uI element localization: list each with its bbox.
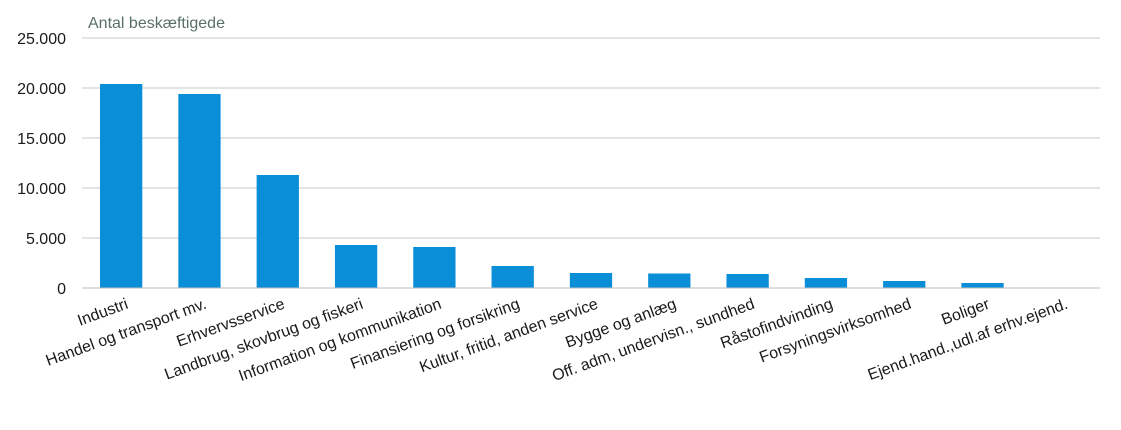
bar [961,283,1004,288]
y-tick-label: 15.000 [17,131,66,148]
y-axis-ticks: 0 5.000 10.000 15.000 20.000 25.000 [17,31,66,298]
bars [100,84,1004,288]
bar [726,274,769,288]
bar [491,266,534,288]
bar [883,281,926,288]
bar [256,175,299,288]
bar [413,247,456,288]
y-tick-label: 0 [57,281,66,298]
y-axis-title: Antal beskæftigede [88,15,225,32]
y-tick-label: 10.000 [17,181,66,198]
y-tick-label: 5.000 [26,231,66,248]
bar [804,278,848,288]
y-tick-label: 25.000 [17,31,66,48]
bar [178,94,221,288]
gridlines [82,37,1100,239]
bar [334,245,378,288]
bar [569,273,613,288]
y-tick-label: 20.000 [17,81,66,98]
bar [100,84,143,288]
bar [648,273,691,288]
